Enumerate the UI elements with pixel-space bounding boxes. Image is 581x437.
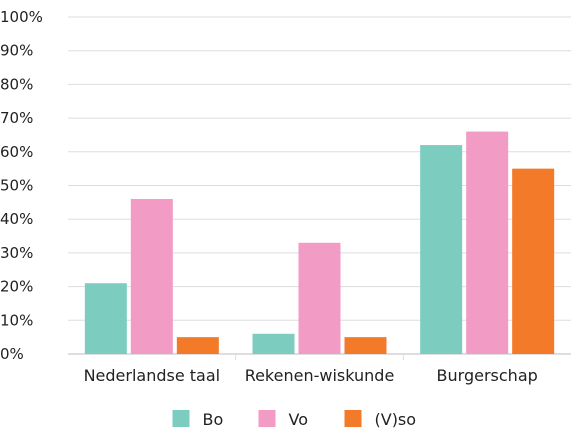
y-tick-label: 70% (0, 109, 33, 127)
y-tick-label: 40% (0, 210, 33, 228)
legend-swatch (344, 410, 362, 427)
legend-swatch (172, 410, 190, 427)
legend-item: Bo (172, 410, 224, 429)
bar-bo-1 (84, 283, 127, 354)
legend-swatch (258, 410, 276, 427)
y-tick-label: 10% (0, 311, 33, 329)
x-category-label: Burgerschap (437, 366, 538, 385)
labels: 0% 10% 20% 30% 40% 50% 60% 70% 80% 90% 100% Nederla… (0, 8, 538, 385)
axes (68, 353, 571, 360)
x-category-label: Rekenen-wiskunde (245, 366, 395, 385)
bar-vo-2 (298, 242, 341, 354)
y-tick-label: 90% (0, 42, 33, 60)
legend-item: (V)so (344, 410, 417, 429)
bar-vso-3 (512, 168, 555, 354)
bar-vo-1 (130, 198, 173, 354)
y-tick-label: 20% (0, 278, 33, 296)
bar-vso-1 (176, 337, 219, 354)
y-tick-label: 60% (0, 143, 33, 161)
bar-bo-3 (420, 145, 463, 354)
y-tick-label: 0% (0, 345, 24, 363)
bars (84, 131, 555, 354)
x-category-label: Nederlandse taal (84, 366, 221, 385)
y-tick-label: 80% (0, 75, 33, 93)
bar-bo-2 (252, 333, 295, 354)
legend-label: Bo (203, 410, 224, 429)
legend-label: Vo (289, 410, 309, 429)
y-tick-label: 30% (0, 244, 33, 262)
legend: Bo Vo (V)so (172, 410, 417, 429)
bar-vo-3 (466, 131, 509, 354)
y-tick-label: 50% (0, 177, 33, 195)
y-tick-label: 100% (0, 8, 43, 26)
bar-vso-2 (344, 337, 387, 354)
legend-item: Vo (258, 410, 309, 429)
legend-label: (V)so (375, 410, 417, 429)
